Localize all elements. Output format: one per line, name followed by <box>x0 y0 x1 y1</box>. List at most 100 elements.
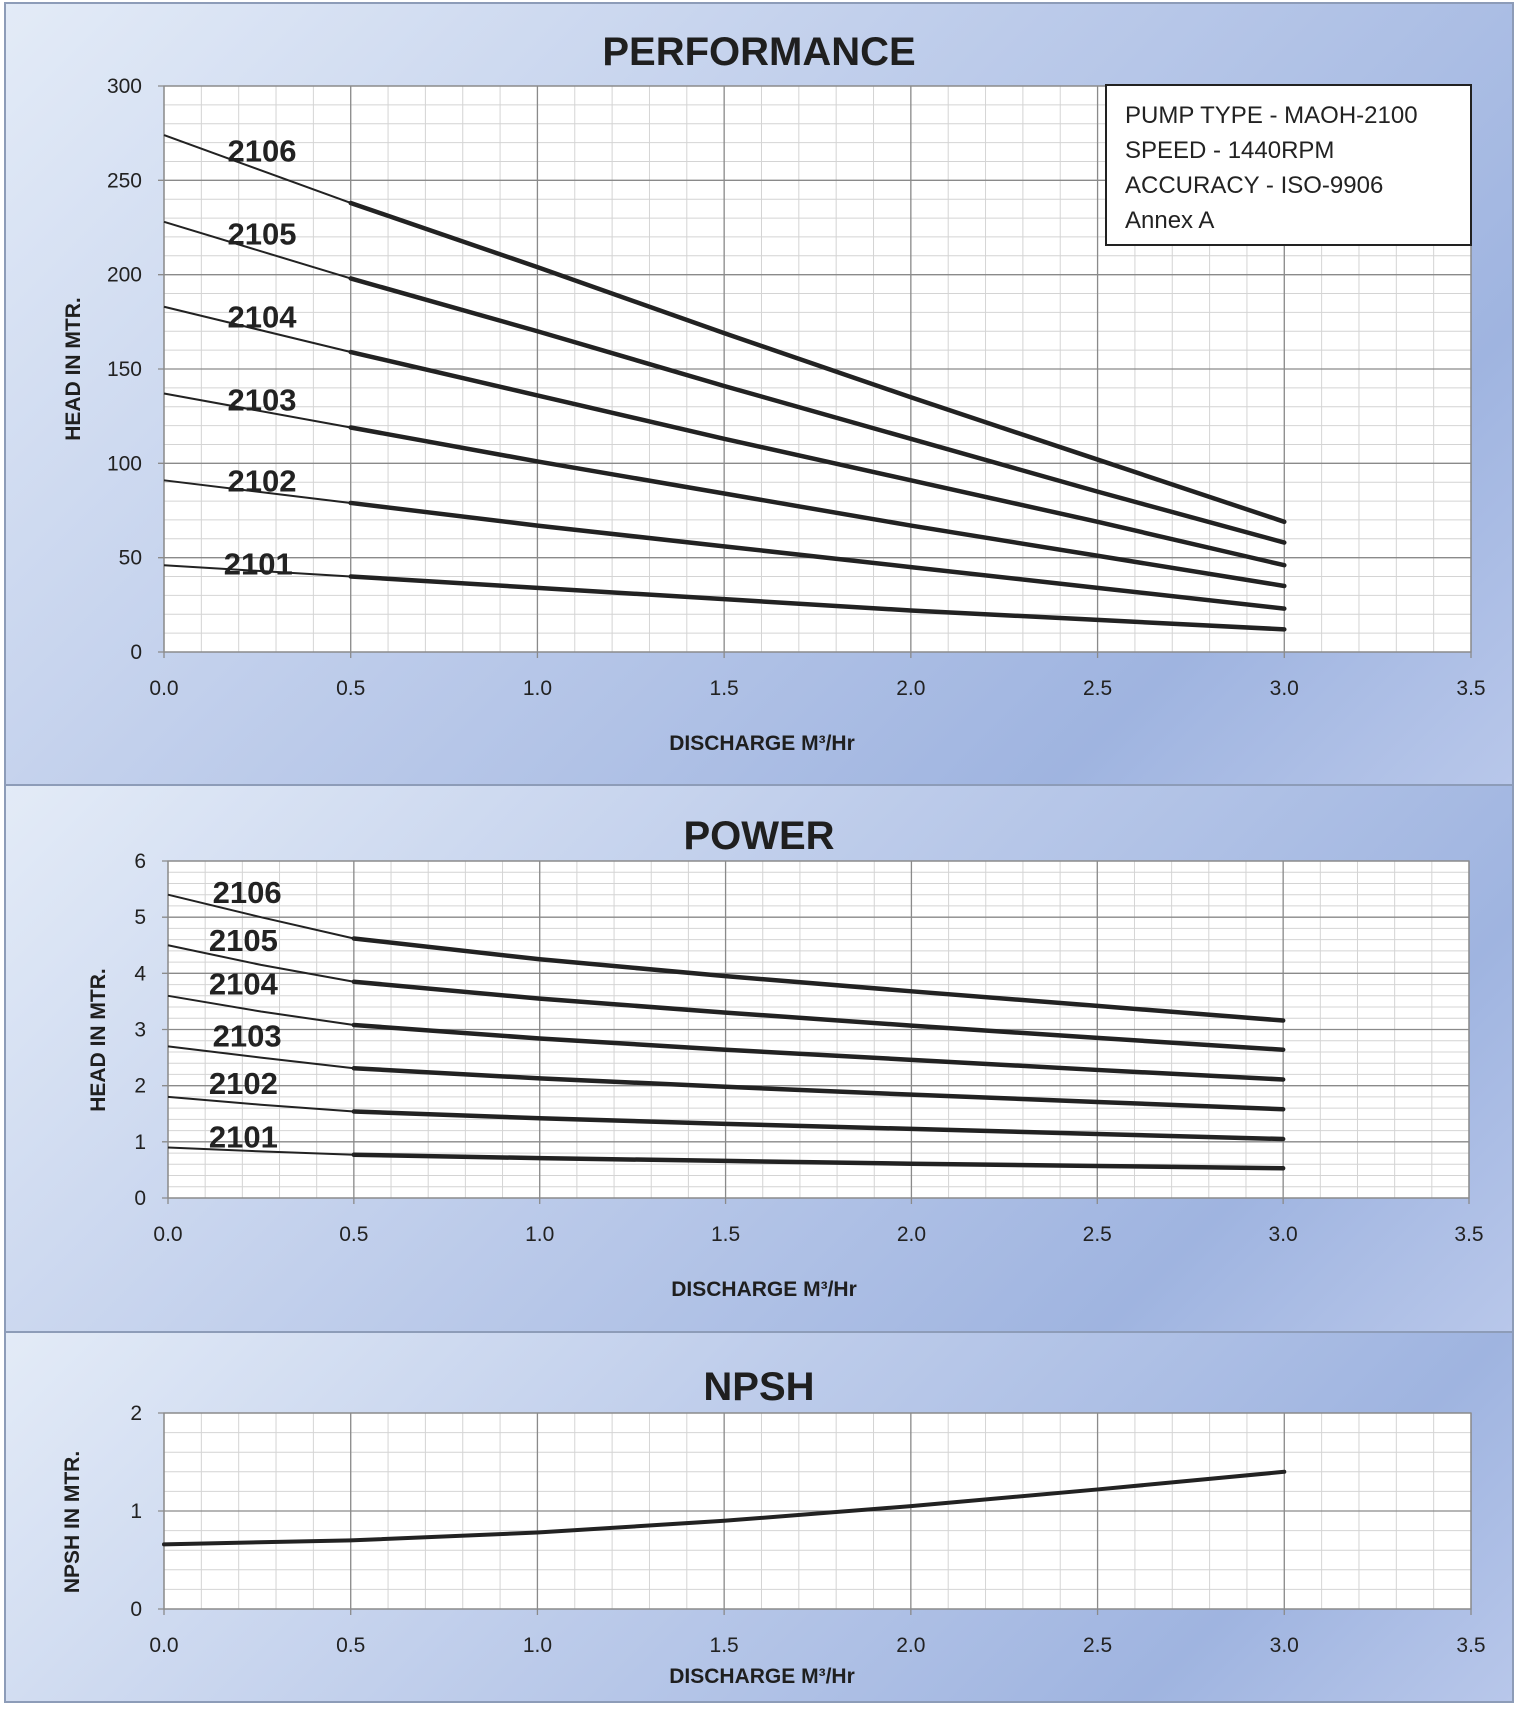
annex-text: Annex A <box>1125 207 1215 234</box>
series-line-2102 <box>348 500 1287 611</box>
series-line-extrapolated-2104 <box>163 305 351 353</box>
series-line-2104 <box>351 1022 1286 1082</box>
x-tick-label: 2.0 <box>896 1634 925 1657</box>
x-tick-label: 3.5 <box>1456 677 1485 700</box>
y-tick-label: 200 <box>107 264 142 287</box>
y-tick-label: 100 <box>107 452 142 475</box>
series-label-2101: 2101 <box>224 547 293 582</box>
series-line-extrapolated-2101 <box>167 1146 354 1156</box>
npsh-chart: 0.0 0.5 1.0 1.5 2.0 2.5 3.0 3.5 0 1 2 <box>130 1402 1485 1657</box>
power-chart: 0.0 0.5 1.0 1.5 2.0 2.5 3.0 3.5 0 1 2 3 4 5 6 2106 2105 2… <box>134 850 1483 1246</box>
series-line-extrapolated-2105 <box>167 944 355 983</box>
plot-border <box>167 860 1470 1199</box>
y-tick-label: 250 <box>107 169 142 192</box>
y-tick-label: 300 <box>107 75 142 98</box>
accuracy-text: ACCURACY - ISO-9906 <box>1125 172 1384 199</box>
x-tick-label: 1.5 <box>710 677 739 700</box>
x-tick-label: 2.5 <box>1083 1223 1112 1246</box>
x-tick-label: 0.0 <box>149 1634 178 1657</box>
y-tick-label: 1 <box>134 1131 146 1154</box>
y-tick-label: 0 <box>130 1598 142 1621</box>
x-tick-label: 1.0 <box>523 1634 552 1657</box>
series-line-extrapolated-2106 <box>163 134 352 204</box>
series-label-2103: 2103 <box>227 383 296 418</box>
pump-info-box: PUMP TYPE - MAOH-2100 SPEED - 1440RPM AC… <box>1105 84 1472 246</box>
performance-xlabel: DISCHARGE M³/Hr <box>669 732 855 755</box>
series-label-2102: 2102 <box>209 1066 278 1101</box>
x-tick-label: 3.5 <box>1454 1223 1483 1246</box>
series-line-2105 <box>348 276 1287 545</box>
x-tick-label: 2.5 <box>1083 677 1112 700</box>
series-label-2106: 2106 <box>213 875 282 910</box>
y-tick-label: 0 <box>134 1187 146 1210</box>
x-tick-label: 0.5 <box>336 677 365 700</box>
series-label-2104: 2104 <box>227 299 297 334</box>
x-tick-label: 0.5 <box>336 1634 365 1657</box>
x-tick-label: 2.5 <box>1083 1634 1112 1657</box>
series-label-2103: 2103 <box>213 1018 282 1053</box>
series-label-2101: 2101 <box>209 1119 278 1154</box>
series-line-extrapolated-2102 <box>163 479 351 504</box>
series-label-2105: 2105 <box>209 923 278 958</box>
series-line-2104 <box>348 349 1287 568</box>
pump-type-text: PUMP TYPE - MAOH-2100 <box>1125 102 1418 129</box>
series-line-extrapolated-2106 <box>167 893 355 940</box>
series-line-extrapolated-2103 <box>167 1045 354 1070</box>
series-line-extrapolated-2102 <box>167 1095 354 1113</box>
y-tick-label: 150 <box>107 358 142 381</box>
performance-panel: 0.0 0.5 1.0 1.5 2.0 2.5 3.0 3.5 0 50 100 150 200 250 3… <box>4 2 1514 786</box>
y-tick-label: 3 <box>134 1019 146 1042</box>
series-line-extrapolated-2105 <box>163 220 352 280</box>
series-line-2102 <box>351 1109 1286 1142</box>
power-ylabel: HEAD IN MTR. <box>87 968 110 1112</box>
y-tick-label: 2 <box>134 1075 146 1098</box>
y-tick-label: 0 <box>130 641 142 664</box>
power-xlabel: DISCHARGE M³/Hr <box>671 1278 857 1301</box>
power-title: POWER <box>683 814 835 858</box>
series-line-extrapolated-2104 <box>167 994 355 1026</box>
x-tick-label: 3.0 <box>1270 677 1299 700</box>
x-tick-label: 3.0 <box>1269 1223 1298 1246</box>
y-tick-label: 2 <box>130 1402 142 1425</box>
power-panel: 0.0 0.5 1.0 1.5 2.0 2.5 3.0 3.5 0 1 2 3 4 5 6 2106 2105 2… <box>4 784 1514 1333</box>
x-tick-label: 1.0 <box>525 1223 554 1246</box>
npsh-title: NPSH <box>703 1365 815 1409</box>
x-tick-label: 0.5 <box>339 1223 368 1246</box>
x-tick-label: 3.5 <box>1456 1634 1485 1657</box>
npsh-line <box>162 1469 1287 1547</box>
series-line-2103 <box>348 425 1287 589</box>
series-line-2106 <box>351 936 1286 1023</box>
x-tick-label: 1.5 <box>711 1223 740 1246</box>
performance-ylabel: HEAD IN MTR. <box>62 297 85 441</box>
x-tick-label: 2.0 <box>896 677 925 700</box>
series-line-2106 <box>348 200 1287 525</box>
series-label-2105: 2105 <box>227 216 296 251</box>
x-tick-label: 0.0 <box>153 1223 182 1246</box>
plot-border <box>163 1412 1472 1610</box>
x-tick-label: 3.0 <box>1270 1634 1299 1657</box>
x-tick-label: 0.0 <box>149 677 178 700</box>
x-tick-label: 2.0 <box>897 1223 926 1246</box>
series-line-extrapolated-2103 <box>163 392 351 429</box>
y-tick-label: 50 <box>119 547 142 570</box>
x-tick-label: 1.5 <box>710 1634 739 1657</box>
series-label-2102: 2102 <box>227 464 296 499</box>
series-line-extrapolated-2101 <box>163 564 351 578</box>
y-tick-label: 6 <box>134 850 146 873</box>
series-line-2101 <box>348 574 1287 632</box>
series-line-2101 <box>351 1152 1286 1171</box>
plot-border <box>163 85 1472 653</box>
y-tick-label: 5 <box>134 906 146 929</box>
series-line-2105 <box>351 979 1286 1052</box>
npsh-panel: 0.0 0.5 1.0 1.5 2.0 2.5 3.0 3.5 0 1 2 NPSH DISCHAR… <box>4 1331 1514 1703</box>
series-line-2103 <box>351 1066 1286 1112</box>
performance-title: PERFORMANCE <box>602 30 916 74</box>
series-label-2104: 2104 <box>209 967 279 1002</box>
y-tick-label: 4 <box>134 962 146 985</box>
npsh-ylabel: NPSH IN MTR. <box>61 1450 84 1594</box>
y-tick-label: 1 <box>130 1500 142 1523</box>
x-tick-label: 1.0 <box>523 677 552 700</box>
series-label-2106: 2106 <box>227 133 296 168</box>
npsh-xlabel: DISCHARGE M³/Hr <box>669 1665 855 1688</box>
speed-text: SPEED - 1440RPM <box>1125 137 1335 164</box>
